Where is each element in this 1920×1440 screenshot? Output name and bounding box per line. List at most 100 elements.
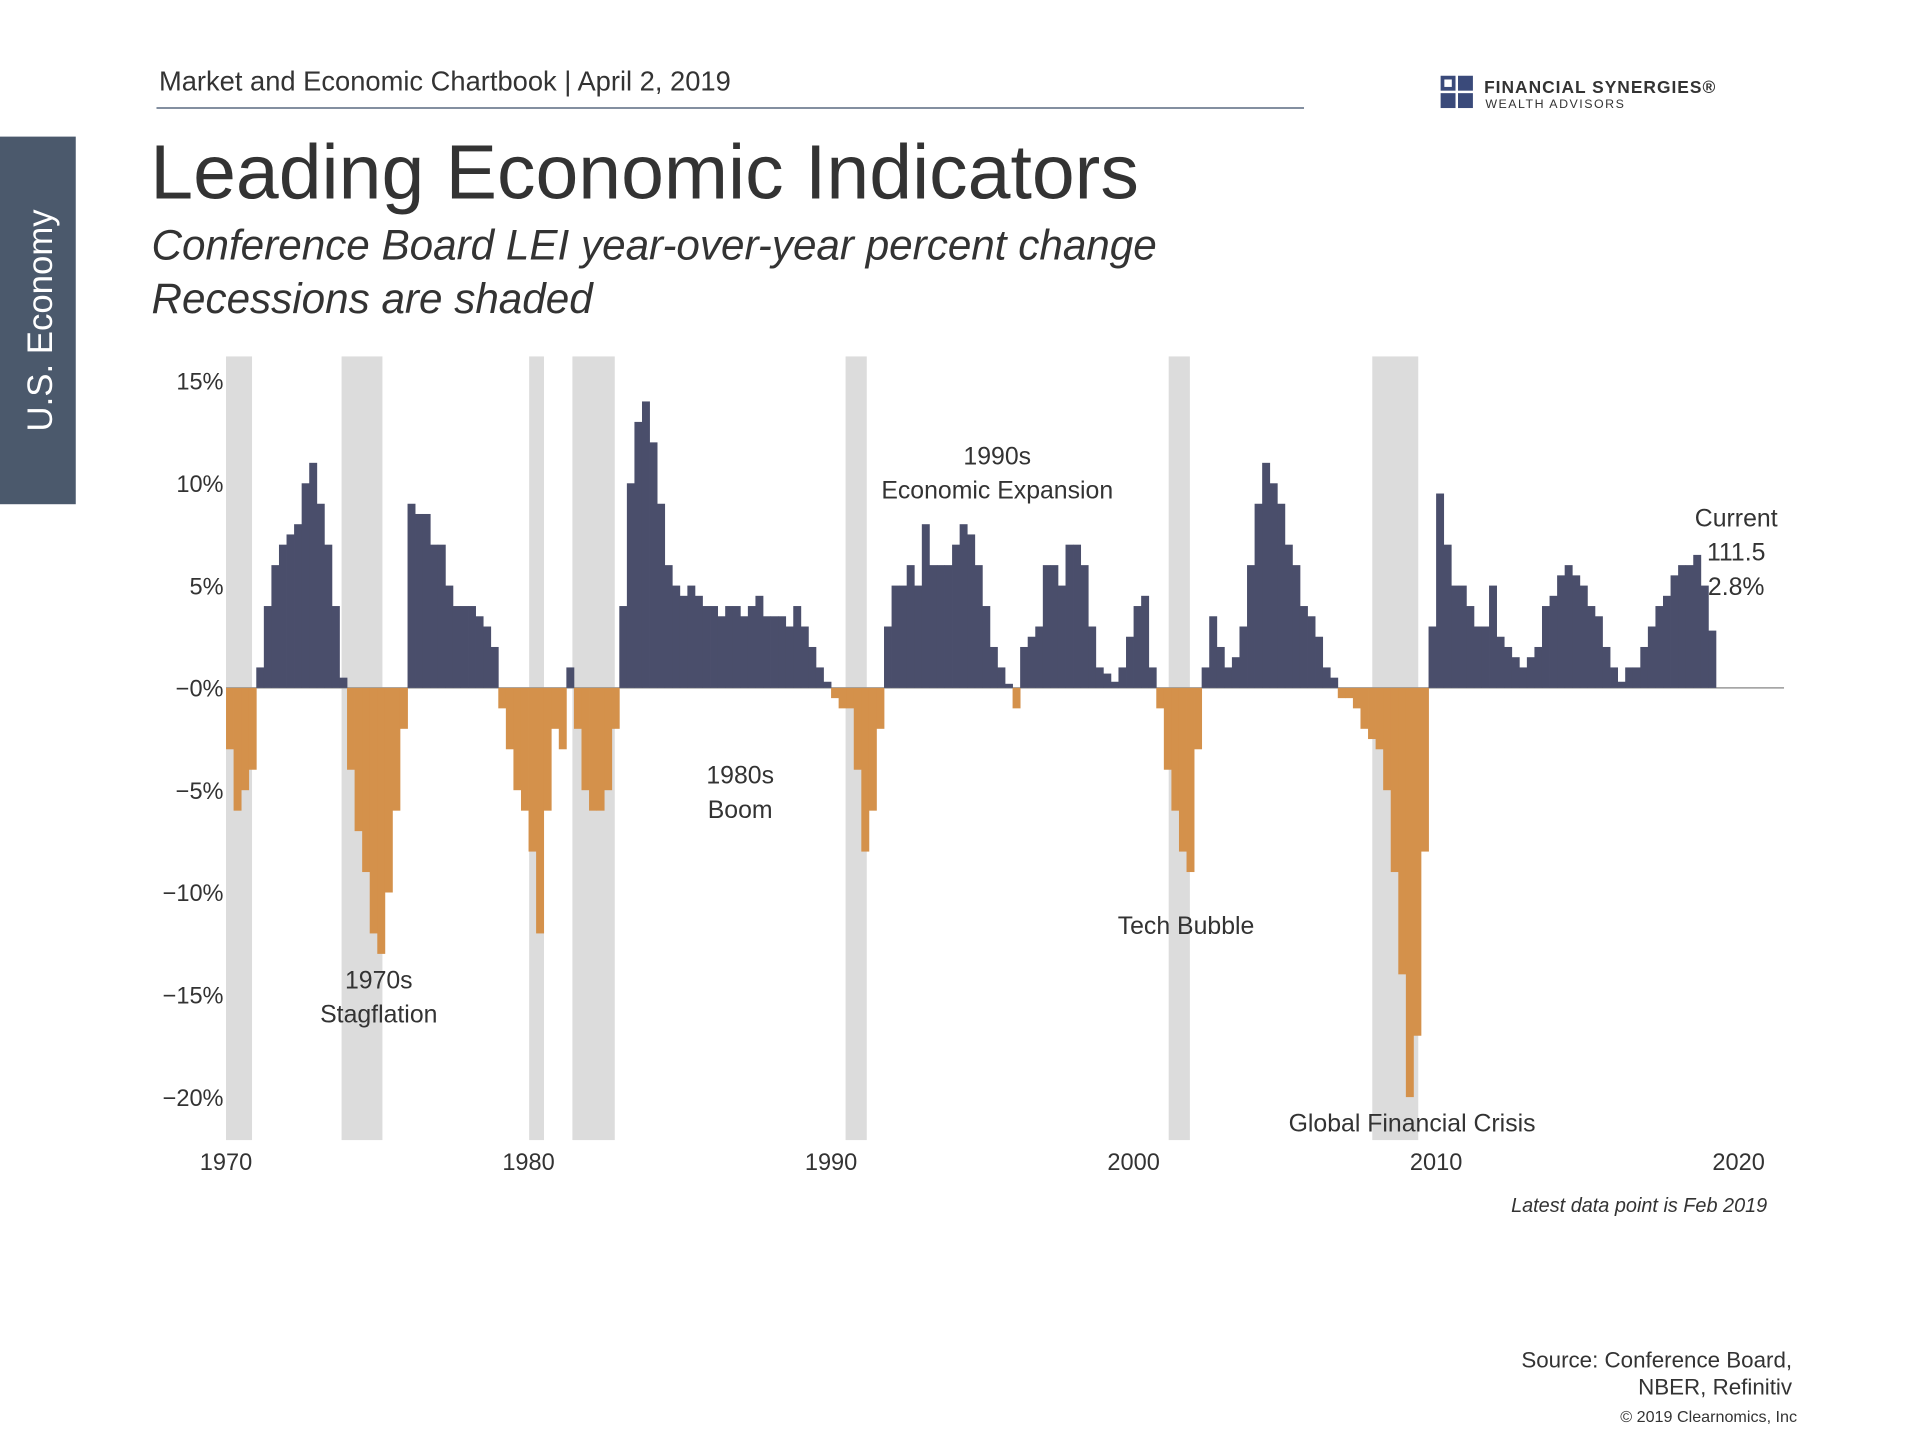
side-tab xyxy=(0,136,76,505)
bar xyxy=(263,606,272,688)
bar xyxy=(324,544,333,688)
bar xyxy=(301,483,310,688)
bar xyxy=(944,565,953,688)
annotation: 2.8% xyxy=(1708,574,1765,601)
bar xyxy=(566,667,575,688)
y-tick-label: 10% xyxy=(176,471,223,497)
bar xyxy=(1557,575,1566,688)
bar xyxy=(1670,575,1679,688)
bar xyxy=(959,524,968,688)
bar xyxy=(679,595,688,688)
bar xyxy=(573,687,582,729)
bar xyxy=(891,585,900,688)
source: NBER, Refinitiv xyxy=(1638,1375,1793,1400)
bar xyxy=(808,646,817,688)
x-tick-label: 2010 xyxy=(1410,1149,1462,1175)
bar xyxy=(770,616,779,688)
bar xyxy=(1073,544,1082,688)
note: Latest data point is Feb 2019 xyxy=(1511,1195,1767,1217)
bar xyxy=(1315,636,1324,688)
bar xyxy=(316,503,325,688)
bar xyxy=(551,687,560,729)
annotation: 1970s xyxy=(345,968,413,995)
bar xyxy=(490,646,499,688)
bar xyxy=(286,534,295,688)
bar xyxy=(1224,667,1233,688)
bar xyxy=(468,606,476,688)
annotation: Tech Bubble xyxy=(1118,913,1255,940)
bar xyxy=(838,687,847,709)
bar xyxy=(452,606,461,688)
bar xyxy=(1345,687,1354,699)
bar xyxy=(1042,565,1051,688)
bar xyxy=(1685,565,1694,688)
bar xyxy=(1602,646,1611,688)
bar xyxy=(1466,606,1475,688)
bar xyxy=(1012,687,1021,709)
bar xyxy=(1640,646,1649,688)
bar xyxy=(460,606,469,688)
x-tick-label: 2000 xyxy=(1107,1149,1159,1175)
bar xyxy=(256,667,265,688)
bar xyxy=(1239,626,1248,688)
bar xyxy=(846,687,855,709)
bar xyxy=(347,687,355,770)
chart-subtitle: Conference Board LEI year-over-year perc… xyxy=(152,222,1157,269)
chart-subtitle: Recessions are shaded xyxy=(152,275,595,322)
bar xyxy=(1473,626,1482,688)
bar xyxy=(1647,626,1656,688)
bar xyxy=(362,687,371,873)
bar xyxy=(1390,687,1399,873)
bar xyxy=(1020,646,1029,688)
bar xyxy=(1065,544,1074,688)
bar xyxy=(1231,657,1240,688)
bar xyxy=(664,565,673,688)
annotation: Stagflation xyxy=(320,1002,437,1029)
bar xyxy=(377,687,386,954)
bar xyxy=(392,687,401,811)
bar xyxy=(1383,687,1392,791)
bar xyxy=(596,687,605,811)
annotation: Boom xyxy=(708,797,773,824)
bar xyxy=(831,687,840,699)
header: Market and Economic Chartbook | April 2,… xyxy=(159,66,731,97)
chart-title: Leading Economic Indicators xyxy=(150,130,1139,216)
bar xyxy=(634,421,643,688)
bar xyxy=(657,503,666,688)
bar xyxy=(921,524,930,688)
bar xyxy=(732,606,741,688)
bar xyxy=(997,667,1006,688)
bar xyxy=(248,687,257,770)
bar xyxy=(581,687,590,791)
bar xyxy=(331,606,340,688)
bar xyxy=(483,626,492,688)
bar xyxy=(1375,687,1384,750)
bar xyxy=(1572,575,1581,688)
logo-name: FINANCIAL SYNERGIES® xyxy=(1484,77,1716,97)
bar xyxy=(1451,585,1460,688)
bar xyxy=(936,565,945,688)
bar xyxy=(974,565,983,688)
bar xyxy=(815,667,824,688)
annotation: Global Financial Crisis xyxy=(1289,1110,1536,1137)
bar xyxy=(1141,595,1150,688)
bar xyxy=(604,687,613,791)
bar xyxy=(505,687,514,750)
bar xyxy=(906,565,915,688)
bar xyxy=(626,483,635,688)
bar xyxy=(1632,667,1641,688)
bar xyxy=(589,687,597,811)
bar xyxy=(354,687,363,832)
bar xyxy=(876,687,885,729)
bar xyxy=(1216,646,1225,688)
bar xyxy=(1209,616,1218,688)
bar xyxy=(1564,565,1573,688)
bar xyxy=(241,687,250,791)
bar xyxy=(982,606,991,688)
bar xyxy=(1663,595,1671,688)
bar xyxy=(967,534,976,688)
bar xyxy=(309,462,318,688)
bar xyxy=(1292,565,1301,688)
bar xyxy=(1678,565,1687,688)
